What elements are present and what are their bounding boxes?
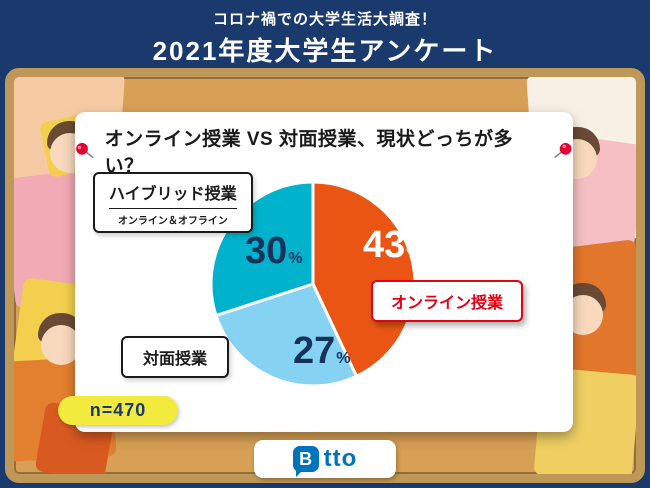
pie-value-online: 43%: [363, 224, 421, 266]
label-hybrid: ハイブリッド授業 オンライン＆オフライン: [93, 172, 253, 233]
card-title-row: オンライン授業 VS 対面授業、現状どっちが多い？: [75, 124, 573, 178]
pushpin-icon: [76, 142, 94, 159]
btto-logo: B tto: [254, 440, 396, 478]
board-area: オンライン授業 VS 対面授業、現状どっちが多い？ 43% 30% 27%: [0, 64, 650, 488]
banner: コロナ禍での大学生活大調査！ 2021年度大学生アンケート: [0, 0, 650, 66]
illustration-person-3-face: [41, 325, 81, 365]
label-inperson: 対面授業: [121, 336, 230, 378]
pushpin-icon: [554, 142, 572, 159]
pie-chart: [209, 180, 417, 388]
pie-slice-1: [214, 282, 358, 388]
btto-logo-text: tto: [323, 445, 358, 472]
pie-value-inperson: 27%: [293, 330, 351, 372]
chart-title: オンライン授業 VS 対面授業、現状どっちが多い？: [104, 129, 514, 177]
pie-value-hybrid: 30%: [245, 230, 303, 272]
sample-size-badge: n=470: [58, 396, 178, 425]
banner-subtitle: コロナ禍での大学生活大調査！: [212, 11, 437, 28]
pie-slice-0: [311, 180, 417, 378]
btto-logo-mark: B: [292, 446, 319, 477]
pie-wrap: [205, 176, 421, 392]
banner-title: 2021年度大学生アンケート: [152, 36, 498, 66]
label-hybrid-sub: オンライン＆オフライン: [117, 216, 228, 227]
label-online: オンライン授業: [371, 280, 524, 322]
label-hybrid-main: ハイブリッド授業: [109, 180, 237, 209]
survey-card: オンライン授業 VS 対面授業、現状どっちが多い？ 43% 30% 27%: [75, 112, 573, 432]
